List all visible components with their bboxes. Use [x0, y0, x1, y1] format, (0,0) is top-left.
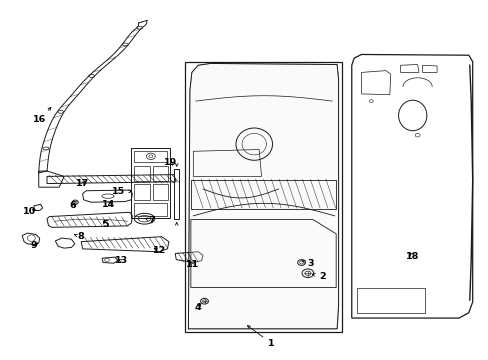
Text: 15: 15 [112, 187, 131, 196]
Text: 12: 12 [152, 246, 165, 255]
Text: 10: 10 [23, 207, 37, 216]
Text: 9: 9 [30, 241, 38, 250]
Text: 16: 16 [33, 107, 51, 124]
Text: 6: 6 [69, 201, 76, 210]
Text: 11: 11 [185, 260, 199, 269]
Text: 7: 7 [145, 216, 155, 225]
Text: 17: 17 [76, 179, 89, 188]
Bar [184, 62, 341, 332]
Text: 14: 14 [102, 200, 115, 209]
Text: 2: 2 [312, 272, 325, 281]
Text: 4: 4 [194, 303, 201, 312]
Polygon shape [188, 63, 338, 329]
Text: 18: 18 [405, 252, 419, 261]
Text: 13: 13 [114, 256, 127, 265]
Text: 3: 3 [301, 259, 313, 268]
Text: 8: 8 [75, 232, 84, 241]
Text: 1: 1 [247, 325, 274, 348]
Text: 5: 5 [102, 220, 108, 229]
Text: 19: 19 [163, 158, 177, 167]
